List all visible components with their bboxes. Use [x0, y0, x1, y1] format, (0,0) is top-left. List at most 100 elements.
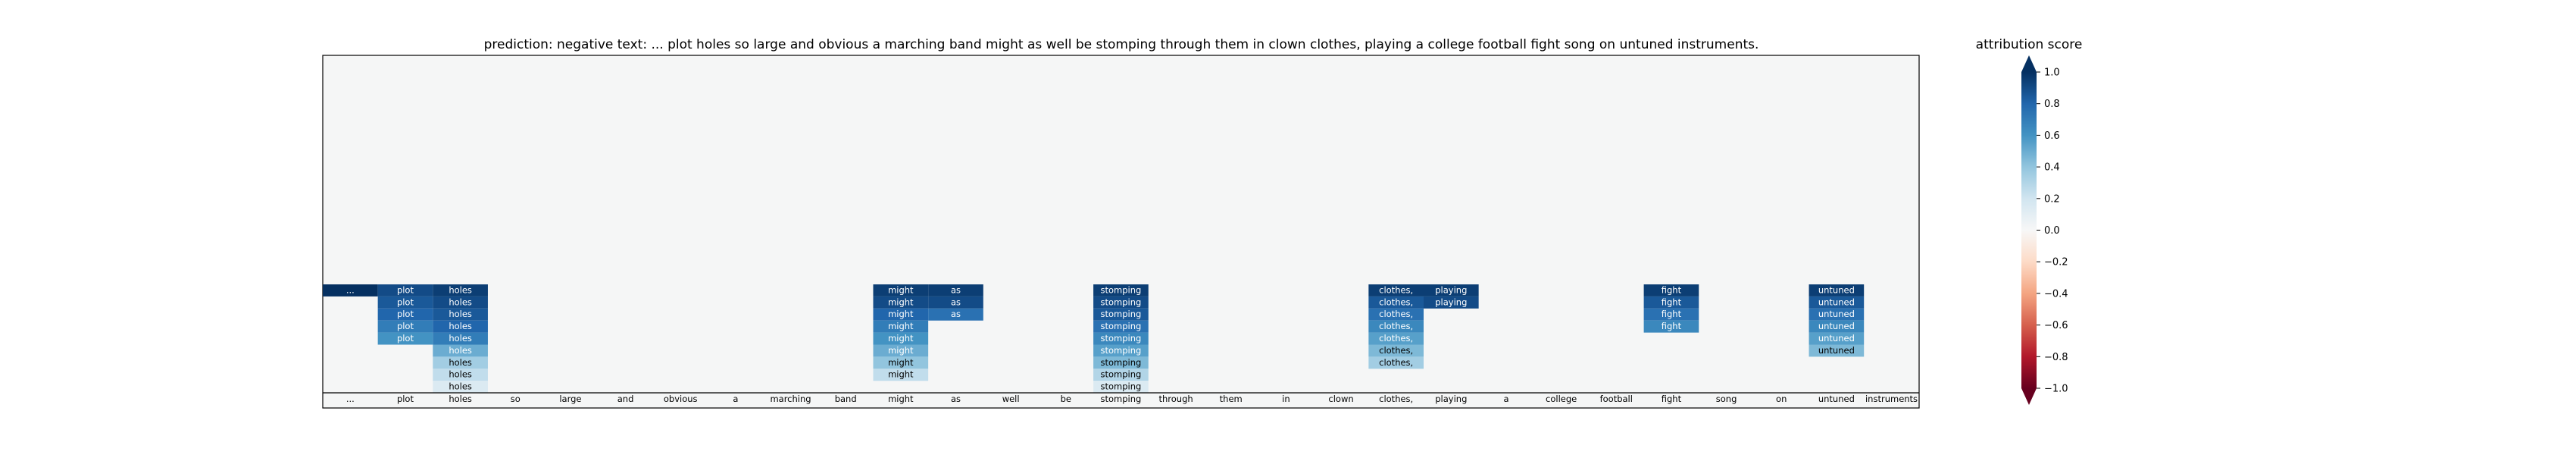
cell-token-label: plot: [397, 284, 414, 295]
cell-token-label: plot: [397, 297, 414, 307]
cell-token-label: holes: [449, 284, 472, 295]
token-label: stomping: [1101, 394, 1142, 404]
attribution-cell: [1093, 356, 1149, 369]
token-label: fight: [1662, 394, 1682, 404]
attribution-cell: [873, 284, 929, 297]
cell-token-label: ...: [346, 284, 355, 295]
cell-token-label: clothes,: [1379, 345, 1413, 356]
cell-token-label: untuned: [1818, 345, 1855, 356]
attribution-cell: [1368, 332, 1424, 345]
cell-token-label: holes: [449, 297, 472, 307]
attribution-cell: [873, 344, 929, 357]
attribution-cell: [433, 296, 488, 309]
attribution-cell: [433, 332, 488, 345]
colorbar-tick-label: −0.2: [2044, 257, 2068, 268]
colorbar-tick-label: −0.6: [2044, 320, 2068, 331]
attribution-cell: [1368, 344, 1424, 357]
token-label: holes: [449, 394, 472, 404]
token-label: and: [617, 394, 634, 404]
attribution-cell: [1809, 344, 1865, 357]
attribution-cell: [377, 284, 433, 297]
cell-token-label: stomping: [1101, 381, 1142, 392]
cell-token-label: holes: [449, 381, 472, 392]
cell-token-label: might: [888, 333, 914, 344]
attribution-cell: [1368, 296, 1424, 309]
token-label: song: [1716, 394, 1737, 404]
colorbar-tick-label: 0.8: [2044, 99, 2060, 110]
attribution-cell: [1643, 296, 1699, 309]
attribution-cell: [1093, 284, 1149, 297]
cell-token-label: stomping: [1101, 333, 1142, 344]
attribution-cell: [1424, 284, 1479, 297]
token-label: clown: [1328, 394, 1353, 404]
cell-token-label: stomping: [1101, 284, 1142, 295]
cell-token-label: playing: [1435, 297, 1467, 307]
attribution-cell: [1643, 284, 1699, 297]
attribution-cell: [1643, 308, 1699, 321]
attribution-cell: [433, 320, 488, 333]
token-label: obvious: [664, 394, 698, 404]
attribution-cell: [873, 320, 929, 333]
attribution-cell: [1093, 320, 1149, 333]
token-label: college: [1546, 394, 1577, 404]
cell-token-label: fight: [1662, 284, 1682, 295]
cell-token-label: fight: [1662, 321, 1682, 331]
attribution-cell: [433, 344, 488, 357]
token-label: ...: [346, 394, 355, 404]
token-label: might: [888, 394, 914, 404]
attribution-cell: [873, 356, 929, 369]
cell-token-label: might: [888, 284, 914, 295]
cell-token-label: untuned: [1818, 321, 1855, 331]
cell-token-label: stomping: [1101, 297, 1142, 307]
colorbar-tick-label: −0.4: [2044, 288, 2068, 300]
cell-token-label: as: [951, 309, 961, 319]
cell-token-label: might: [888, 345, 914, 356]
cell-token-label: might: [888, 309, 914, 319]
cell-token-label: plot: [397, 333, 414, 344]
token-label: untuned: [1818, 394, 1855, 404]
cell-token-label: plot: [397, 321, 414, 331]
chart-title: prediction: negative text: ... plot hole…: [484, 37, 1759, 52]
attribution-cell: [433, 381, 488, 394]
colorbar-tick-label: 0.6: [2044, 130, 2060, 142]
attribution-cell: [323, 284, 378, 297]
attribution-cell: [433, 284, 488, 297]
token-label: well: [1002, 394, 1020, 404]
cell-token-label: fight: [1662, 297, 1682, 307]
colorbar-tick-label: 0.2: [2044, 193, 2060, 205]
colorbar-max-extend: [2021, 55, 2037, 72]
attribution-cell: [1368, 320, 1424, 333]
token-label: playing: [1435, 394, 1467, 404]
attribution-cell: [1093, 369, 1149, 381]
cell-token-label: fight: [1662, 309, 1682, 319]
cell-token-label: holes: [449, 357, 472, 368]
cell-token-label: clothes,: [1379, 357, 1413, 368]
cell-token-label: might: [888, 369, 914, 380]
cell-token-label: holes: [449, 345, 472, 356]
colorbar-label: attribution score: [1976, 37, 2083, 52]
cell-token-label: might: [888, 297, 914, 307]
cell-token-label: as: [951, 297, 961, 307]
attribution-cell: [433, 369, 488, 381]
token-label: plot: [397, 394, 414, 404]
token-label: instruments: [1865, 394, 1918, 404]
colorbar-tick-label: 0.0: [2044, 225, 2060, 237]
attribution-cell: [433, 308, 488, 321]
attribution-cell: [1809, 308, 1865, 321]
cell-token-label: clothes,: [1379, 297, 1413, 307]
token-label: a: [1503, 394, 1508, 404]
attribution-cell: [928, 296, 983, 309]
cell-token-label: holes: [449, 309, 472, 319]
attribution-cell: [377, 296, 433, 309]
attribution-cell: [928, 284, 983, 297]
cell-token-label: untuned: [1818, 297, 1855, 307]
attribution-cell: [873, 332, 929, 345]
cell-token-label: untuned: [1818, 309, 1855, 319]
colorbar-tick-label: −0.8: [2044, 352, 2068, 363]
cell-token-label: stomping: [1101, 345, 1142, 356]
colorbar-min-extend: [2021, 388, 2037, 405]
cell-token-label: as: [951, 284, 961, 295]
cell-token-label: stomping: [1101, 357, 1142, 368]
attribution-cell: [1093, 308, 1149, 321]
